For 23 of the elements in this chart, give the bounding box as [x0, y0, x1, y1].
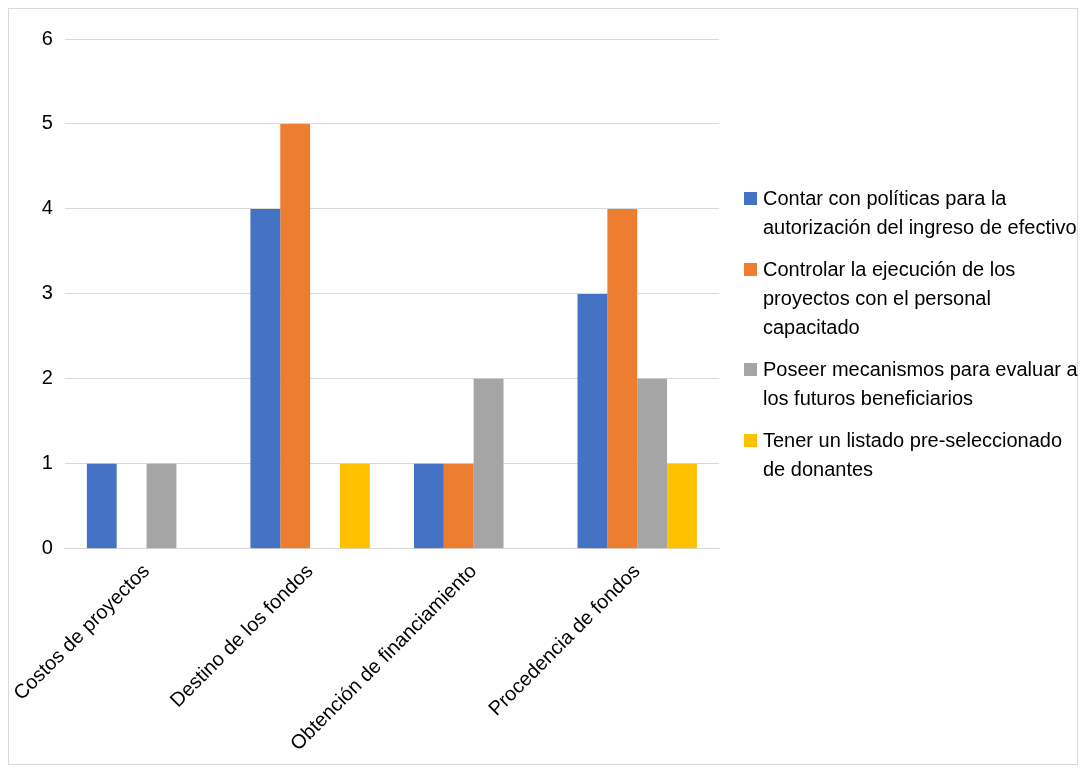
- y-tick-label: 4: [41, 196, 53, 219]
- y-tick-label: 0: [41, 536, 53, 559]
- y-tick-label: 1: [41, 451, 53, 474]
- y-tick-label: 5: [41, 111, 53, 134]
- bar: [280, 123, 311, 549]
- y-tick-label: 3: [41, 281, 53, 304]
- bar: [443, 463, 474, 549]
- bar: [667, 463, 697, 549]
- bar: [473, 378, 504, 549]
- bar: [577, 293, 608, 549]
- bar: [413, 463, 444, 549]
- y-tick-label: 2: [41, 366, 53, 389]
- bar: [339, 463, 370, 549]
- y-tick-label: 6: [41, 26, 53, 49]
- legend-label: Tener un listado pre-seleccionado de donantes: [763, 428, 1064, 482]
- legend-label: Controlar la ejecución de los proyectos con el personal capacitado: [763, 257, 1017, 340]
- bar: [146, 463, 177, 549]
- bar: [637, 378, 668, 549]
- bar: [607, 208, 638, 549]
- bar: [250, 208, 281, 549]
- legend-label: Contar con políticas para la autorización del ingreso de efectivo: [763, 186, 1078, 240]
- legend-label: Poseer mecanismos para evaluar a los futuros beneficiarios: [763, 357, 1079, 411]
- bar: [86, 463, 117, 549]
